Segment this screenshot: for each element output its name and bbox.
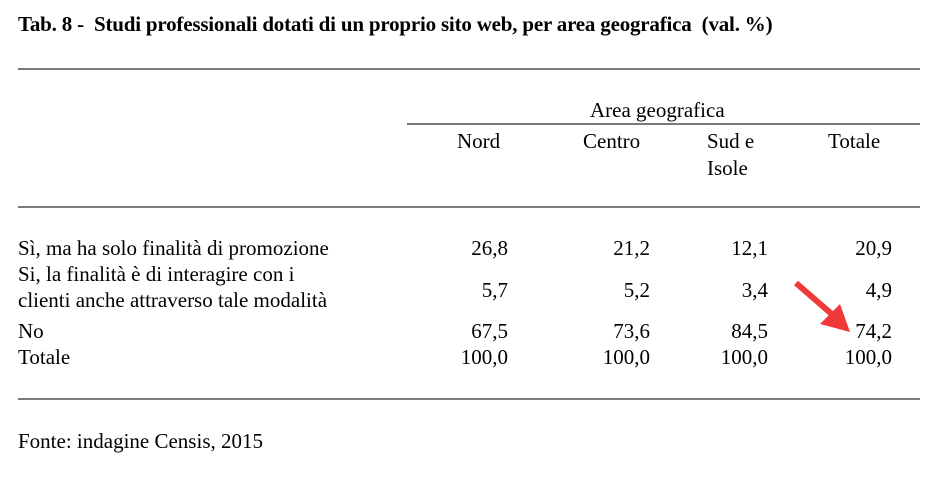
top-rule: [18, 68, 920, 70]
cell-totale: 74,2: [855, 319, 892, 343]
arrow-icon: [794, 280, 850, 332]
column-header-sud-line2: Isole: [707, 156, 748, 180]
column-header-sud: Sud e Isole: [707, 128, 754, 182]
group-header: Area geografica: [590, 98, 725, 122]
cell-totale: 20,9: [855, 236, 892, 260]
cell-sud: 84,5: [731, 319, 768, 343]
group-header-rule: [407, 123, 920, 125]
column-header-totale: Totale: [828, 129, 881, 153]
cell-centro: 73,6: [613, 319, 650, 343]
bottom-rule: [18, 398, 920, 400]
cell-centro: 5,2: [623, 278, 650, 302]
cell-sud: 12,1: [731, 236, 768, 260]
cell-nord: 26,8: [471, 236, 508, 260]
row-label: Totale: [18, 345, 71, 369]
cell-centro: 100,0: [602, 345, 650, 369]
table-title: Tab. 8 - Studi professionali dotati di u…: [18, 12, 773, 36]
cell-sud: 3,4: [741, 278, 768, 302]
cell-nord: 5,7: [481, 278, 508, 302]
row-label: No: [18, 319, 44, 343]
column-header-sud-line1: Sud e: [707, 129, 755, 153]
cell-nord: 67,5: [471, 319, 508, 343]
column-header-nord: Nord: [457, 129, 501, 153]
row-label-line1: Si, la finalità è di interagire con i: [18, 262, 295, 286]
row-label-line2: clienti anche attraverso tale modalità: [18, 288, 328, 312]
cell-centro: 21,2: [613, 236, 650, 260]
column-header-centro: Centro: [583, 129, 641, 153]
cell-sud: 100,0: [720, 345, 768, 369]
row-label: Sì, ma ha solo finalità di promozione: [18, 236, 329, 260]
cell-totale: 100,0: [844, 345, 892, 369]
header-rule: [18, 206, 920, 208]
cell-totale: 4,9: [865, 278, 892, 302]
source-note: Fonte: indagine Censis, 2015: [18, 429, 263, 453]
cell-nord: 100,0: [460, 345, 508, 369]
